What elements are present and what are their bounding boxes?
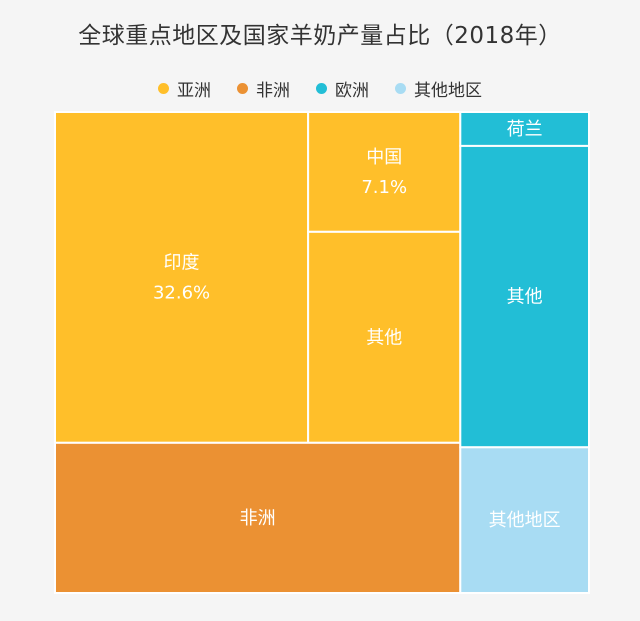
treemap-rect: [459, 111, 590, 147]
legend-dot-icon: [158, 83, 169, 94]
chart-title: 全球重点地区及国家羊奶产量占比（2018年）: [78, 23, 562, 49]
treemap-rect: [307, 111, 462, 233]
treemap-rect: [54, 111, 310, 444]
treemap-rect: [459, 446, 590, 595]
cell-label: 荷兰: [507, 119, 543, 140]
treemap-rect: [307, 230, 462, 444]
legend-dot-icon: [237, 83, 248, 94]
cell-label: 其他: [366, 327, 402, 348]
cell-label: 印度: [164, 252, 200, 273]
treemap-cell-africa[interactable]: 非洲: [54, 441, 462, 595]
treemap-rect: [459, 144, 590, 449]
legend-label: 其他地区: [414, 81, 482, 101]
legend-dot-icon: [316, 83, 327, 94]
cell-label: 其他地区: [489, 510, 561, 531]
cell-value-label: 7.1%: [361, 177, 407, 198]
treemap-cell-europe-other[interactable]: 其他: [459, 144, 590, 449]
legend-item-asia[interactable]: 亚洲: [158, 76, 211, 101]
treemap-cell-netherlands[interactable]: 荷兰: [459, 111, 590, 147]
cell-label: 中国: [366, 147, 402, 168]
legend-item-africa[interactable]: 非洲: [237, 76, 290, 101]
legend-label: 非洲: [256, 81, 290, 101]
treemap-rect: [54, 441, 462, 595]
legend-dot-icon: [395, 83, 406, 94]
legend-item-other-regions[interactable]: 其他地区: [395, 76, 482, 101]
treemap-cell-china[interactable]: 中国 7.1%: [307, 111, 462, 233]
chart-legend: 亚洲 非洲 欧洲 其他地区: [0, 76, 640, 101]
cell-label: 其他: [507, 287, 543, 308]
treemap-cell-india[interactable]: 印度 32.6%: [54, 111, 310, 444]
cell-value-label: 32.6%: [153, 282, 210, 303]
cell-label: 非洲: [240, 508, 276, 529]
legend-label: 欧洲: [335, 81, 369, 101]
treemap-cell-asia-other[interactable]: 其他: [307, 230, 462, 444]
legend-label: 亚洲: [177, 81, 211, 101]
treemap-cell-other-regions[interactable]: 其他地区: [459, 446, 590, 595]
legend-item-europe[interactable]: 欧洲: [316, 76, 369, 101]
